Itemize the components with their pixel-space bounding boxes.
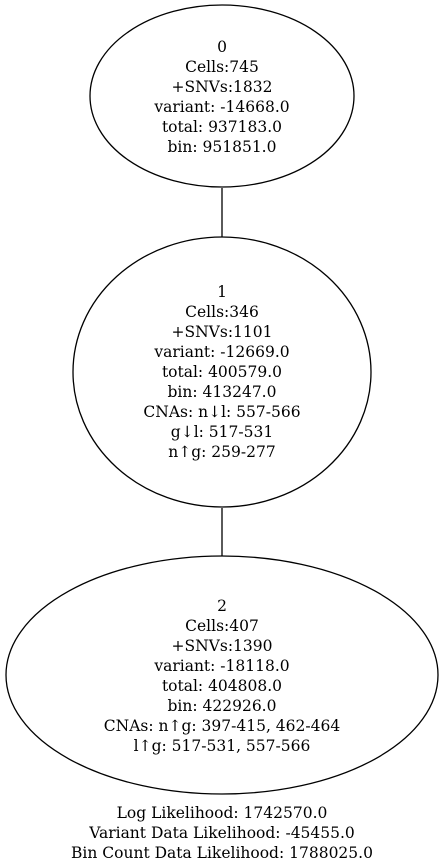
- bin-count-data-likelihood: Bin Count Data Likelihood: 1788025.0: [71, 844, 373, 862]
- tree-node-2: 2 Cells:407 +SNVs:1390 variant: -18118.0…: [5, 555, 439, 795]
- node-2-cells: Cells:407: [185, 617, 259, 635]
- node-2-total: total: 404808.0: [162, 677, 282, 695]
- node-1-total: total: 400579.0: [162, 363, 282, 381]
- node-0-cells: Cells:745: [185, 58, 259, 76]
- node-1-variant: variant: -12669.0: [153, 343, 289, 361]
- tree-node-0: 0 Cells:745 +SNVs:1832 variant: -14668.0…: [89, 4, 355, 188]
- node-1-ellipse: [72, 236, 372, 508]
- node-2-id: 2: [217, 597, 227, 615]
- node-2-variant: variant: -18118.0: [153, 657, 289, 675]
- node-1-cna-n-g: n↑g: 259-277: [168, 443, 275, 461]
- node-2-cna-l-g: l↑g: 517-531, 557-566: [134, 737, 311, 755]
- node-2-ellipse: [5, 555, 439, 795]
- node-1-snvs: +SNVs:1101: [172, 323, 273, 341]
- node-1-cells: Cells:346: [185, 303, 259, 321]
- log-likelihood: Log Likelihood: 1742570.0: [117, 804, 328, 822]
- node-0-total: total: 937183.0: [162, 118, 282, 136]
- node-1-bin: bin: 413247.0: [168, 383, 277, 401]
- node-0-snvs: +SNVs:1832: [172, 78, 273, 96]
- node-1-id: 1: [217, 283, 227, 301]
- tree-node-1: 1 Cells:346 +SNVs:1101 variant: -12669.0…: [72, 236, 372, 508]
- node-0-bin: bin: 951851.0: [168, 138, 277, 156]
- node-1-cna-g-l: g↓l: 517-531: [171, 423, 273, 441]
- node-0-id: 0: [217, 38, 227, 56]
- node-0-ellipse: [89, 4, 355, 188]
- node-0-variant: variant: -14668.0: [153, 98, 289, 116]
- likelihood-summary: Log Likelihood: 1742570.0 Variant Data L…: [71, 804, 373, 862]
- node-2-snvs: +SNVs:1390: [172, 637, 273, 655]
- node-1-cnas: CNAs: n↓l: 557-566: [143, 403, 300, 421]
- variant-data-likelihood: Variant Data Likelihood: -45455.0: [88, 824, 355, 842]
- node-2-cnas: CNAs: n↑g: 397-415, 462-464: [104, 717, 341, 735]
- node-2-bin: bin: 422926.0: [168, 697, 277, 715]
